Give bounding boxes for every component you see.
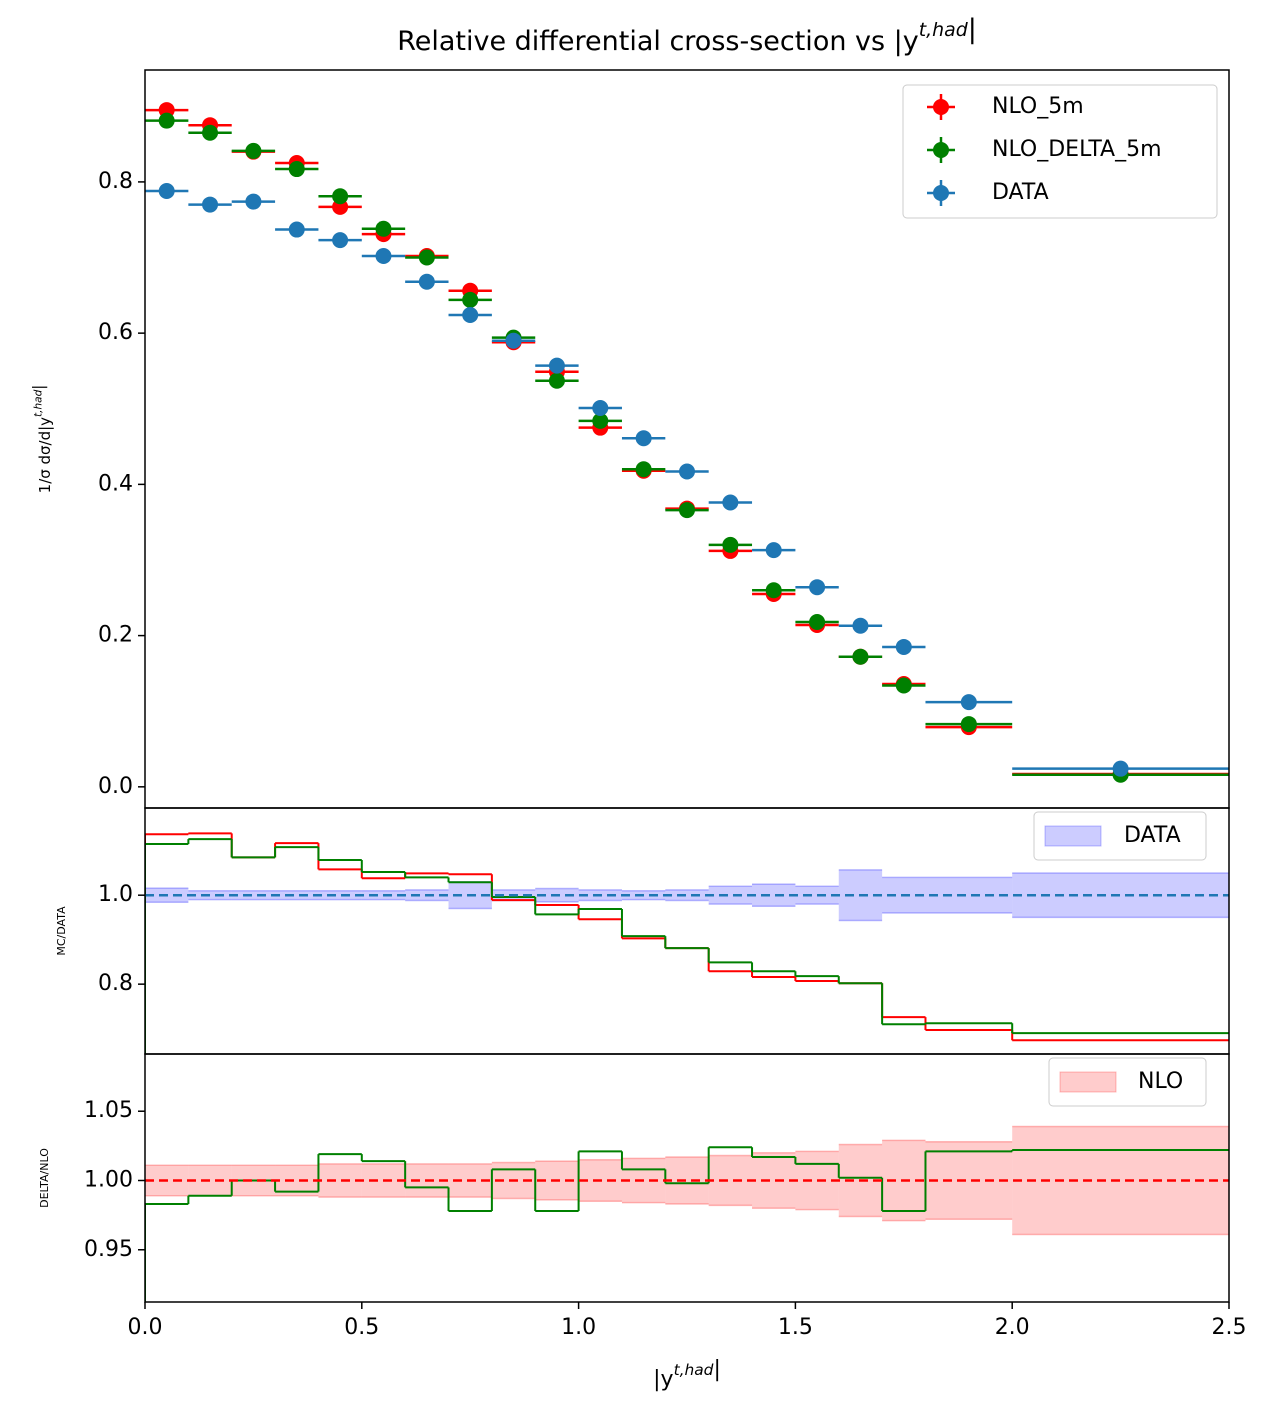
legend-label: NLO xyxy=(1138,1069,1183,1094)
plot-area xyxy=(145,102,1229,783)
band-segment xyxy=(665,889,709,901)
data-point xyxy=(679,502,695,519)
data-point xyxy=(852,648,869,665)
data-point xyxy=(679,463,695,480)
data-point xyxy=(375,248,392,265)
y-tick-label: 0.8 xyxy=(98,971,133,996)
data-point xyxy=(960,694,977,711)
data-point xyxy=(592,399,609,416)
x-tick-label: 0.5 xyxy=(344,1315,379,1340)
data-point xyxy=(809,613,826,630)
data-point xyxy=(288,221,305,238)
legend-label: DATA xyxy=(1124,823,1181,848)
data-point xyxy=(852,617,869,634)
data-point xyxy=(505,332,522,349)
data-point xyxy=(765,542,782,559)
data-point xyxy=(765,582,782,599)
band-segment xyxy=(188,890,232,900)
data-point xyxy=(548,372,565,389)
band-segment xyxy=(231,890,276,900)
x-tick-label: 2.0 xyxy=(995,1315,1030,1340)
step-riser xyxy=(145,839,1014,1054)
y-tick-label: 0.0 xyxy=(98,774,133,799)
panel: 0.95 1.00 1.05 0.0 0.5 1.0 1.5 2.0 2.5 |yt,had| DE… xyxy=(38,1053,1247,1392)
band-segment xyxy=(708,1155,753,1206)
band-segment xyxy=(708,886,753,905)
legend-patch xyxy=(1059,1071,1117,1093)
data-point xyxy=(635,430,652,447)
data-point xyxy=(592,412,609,429)
data-point xyxy=(158,112,175,129)
data-point xyxy=(722,536,739,553)
data-point xyxy=(418,273,435,290)
data-point xyxy=(895,677,912,694)
legend-label: NLO_DELTA_5m xyxy=(992,137,1162,162)
legend-box xyxy=(1033,811,1207,861)
data-point xyxy=(332,232,349,249)
band-segment xyxy=(925,1141,1013,1220)
data-point xyxy=(960,716,977,733)
y-axis-label: 1/σ dσ/d|yt,had| xyxy=(29,385,54,494)
x-tick-label: 0.0 xyxy=(128,1315,163,1340)
data-point xyxy=(635,461,652,478)
x-tick-label: 1.0 xyxy=(561,1315,596,1340)
y-tick-label: 1.05 xyxy=(84,1098,133,1123)
band-segment xyxy=(752,1152,796,1209)
band-segment xyxy=(318,890,362,900)
data-point xyxy=(722,494,739,511)
data-point xyxy=(418,249,435,266)
legend-box xyxy=(902,84,1218,219)
y-axis-label: DELTA/NLO xyxy=(38,1148,51,1208)
y-tick-label: 0.6 xyxy=(98,320,133,345)
legend-label: DATA xyxy=(992,180,1049,205)
y-tick-label: 0.2 xyxy=(98,623,133,648)
panel: 0.8 1.0 MC/DATA DATA xyxy=(55,807,1230,1055)
data-point xyxy=(158,182,175,199)
plot-area xyxy=(145,1125,1229,1302)
data-point xyxy=(809,579,826,596)
data-point xyxy=(332,188,349,205)
legend-label: NLO_5m xyxy=(992,94,1084,119)
x-tick-label: 1.5 xyxy=(778,1315,813,1340)
plot-area xyxy=(145,832,1229,1054)
band-segment xyxy=(925,877,1013,913)
data-point xyxy=(288,161,305,178)
legend-box xyxy=(1048,1057,1207,1107)
x-axis-label: |yt,had| xyxy=(653,1357,721,1392)
data-point xyxy=(202,124,219,141)
y-tick-label: 0.4 xyxy=(98,471,133,496)
data-point xyxy=(202,196,219,213)
legend-marker xyxy=(933,99,949,115)
band-segment xyxy=(275,890,319,900)
data-point xyxy=(375,220,392,237)
y-tick-label: 0.95 xyxy=(84,1237,133,1262)
y-tick-label: 1.0 xyxy=(98,882,133,907)
legend-marker xyxy=(933,142,949,158)
chart-title: Relative differential cross-section vs |… xyxy=(397,13,977,56)
band-segment xyxy=(318,1163,362,1198)
legend-patch xyxy=(1044,825,1102,847)
y-tick-label: 0.8 xyxy=(98,169,133,194)
data-point xyxy=(895,638,912,655)
data-point xyxy=(548,357,565,374)
step-riser xyxy=(145,1147,1014,1302)
data-point xyxy=(462,291,479,308)
band-segment xyxy=(752,884,796,907)
y-tick-label: 1.00 xyxy=(84,1167,133,1192)
legend-marker xyxy=(933,185,949,201)
data-point xyxy=(245,193,262,210)
axes-frame xyxy=(144,1053,1230,1303)
band-segment xyxy=(665,1156,709,1205)
data-point xyxy=(1112,760,1129,777)
x-tick-label: 2.5 xyxy=(1212,1315,1247,1340)
panel: 0.0 0.2 0.4 0.6 0.8 Relative differential cro… xyxy=(29,13,1230,809)
data-point xyxy=(462,306,479,323)
data-point xyxy=(245,142,262,159)
y-axis-label: MC/DATA xyxy=(55,906,68,956)
